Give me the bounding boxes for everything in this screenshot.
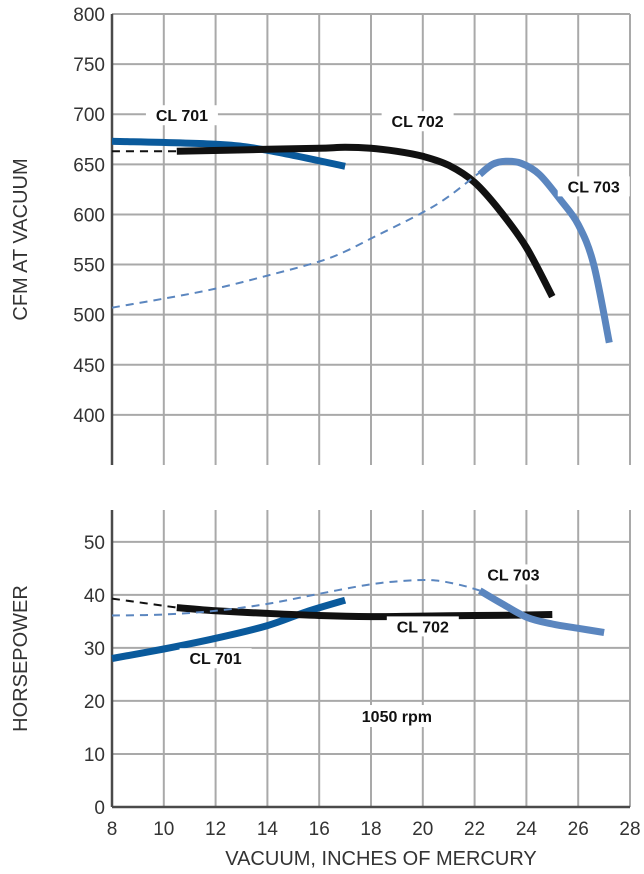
series-label: CL 703 xyxy=(487,567,539,584)
series-label-background xyxy=(386,616,459,637)
series-line-cl-701 xyxy=(111,596,347,662)
x-axis-title: VACUUM, INCHES OF MERCURY xyxy=(225,848,537,870)
x-tick-label: 26 xyxy=(568,819,589,840)
y-tick-label: 700 xyxy=(73,105,105,126)
series-line-cl-701 xyxy=(111,137,346,170)
series-line-cl-703 xyxy=(478,587,605,636)
series-label-background xyxy=(477,564,550,585)
series-line-cl-703-dashed xyxy=(111,165,489,309)
series-line-cl-702 xyxy=(176,143,556,299)
y-axis-title: HORSEPOWER xyxy=(10,585,32,732)
y-tick-label: 650 xyxy=(73,155,105,176)
series-label: CL 702 xyxy=(397,619,449,636)
horsepower-panel: 0 10 20 30 40 50 8 10 12 14 16 18 20 22 24 26 28 HORSEPOW… xyxy=(10,510,641,870)
x-tick-label: 8 xyxy=(107,819,118,840)
x-tick-label: 22 xyxy=(464,819,485,840)
annotation-background xyxy=(352,705,441,728)
x-tick-label: 12 xyxy=(205,819,226,840)
y-tick-label: 20 xyxy=(84,692,105,713)
x-tick-label: 16 xyxy=(309,819,330,840)
series-line-cl-702-dashed xyxy=(111,597,177,609)
y-tick-label: 450 xyxy=(73,356,105,377)
x-tick-label: 14 xyxy=(257,819,279,840)
x-tick-label: 24 xyxy=(516,819,538,840)
x-tick-label: 20 xyxy=(412,819,433,840)
y-tick-label: 750 xyxy=(73,55,105,76)
series-label-background xyxy=(557,176,630,197)
y-tick-label: 550 xyxy=(73,256,105,277)
y-tick-label: 40 xyxy=(84,586,105,607)
cfm-panel: 400 450 500 550 600 650 700 750 800 CFM AT VACUUM… xyxy=(10,5,631,465)
series-line-cl-702 xyxy=(176,604,553,621)
series-line-cl-703 xyxy=(477,157,613,344)
series-label-background xyxy=(179,648,252,669)
series-label: CL 701 xyxy=(156,108,208,125)
y-tick-label: 10 xyxy=(84,745,105,766)
y-tick-label: 500 xyxy=(73,306,105,327)
series-label-background xyxy=(145,105,218,126)
y-axis-title: CFM AT VACUUM xyxy=(10,158,32,320)
y-tick-label: 600 xyxy=(73,205,105,226)
grid xyxy=(111,13,631,465)
y-tick-label: 800 xyxy=(73,5,105,26)
series-label: CL 703 xyxy=(568,179,620,196)
series-line-cl-703-dashed xyxy=(111,578,481,617)
y-tick-label: 50 xyxy=(84,533,105,554)
x-tick-label: 10 xyxy=(153,819,174,840)
y-tick-label: 400 xyxy=(73,406,105,427)
rpm-annotation: 1050 rpm xyxy=(362,709,432,726)
series-label: CL 701 xyxy=(190,651,242,668)
x-tick-label: 28 xyxy=(619,819,640,840)
x-tick-label: 18 xyxy=(360,819,381,840)
series-label-background xyxy=(381,111,454,132)
y-tick-label: 0 xyxy=(94,798,105,819)
y-tick-label: 30 xyxy=(84,639,105,660)
series-label: CL 702 xyxy=(392,114,444,131)
